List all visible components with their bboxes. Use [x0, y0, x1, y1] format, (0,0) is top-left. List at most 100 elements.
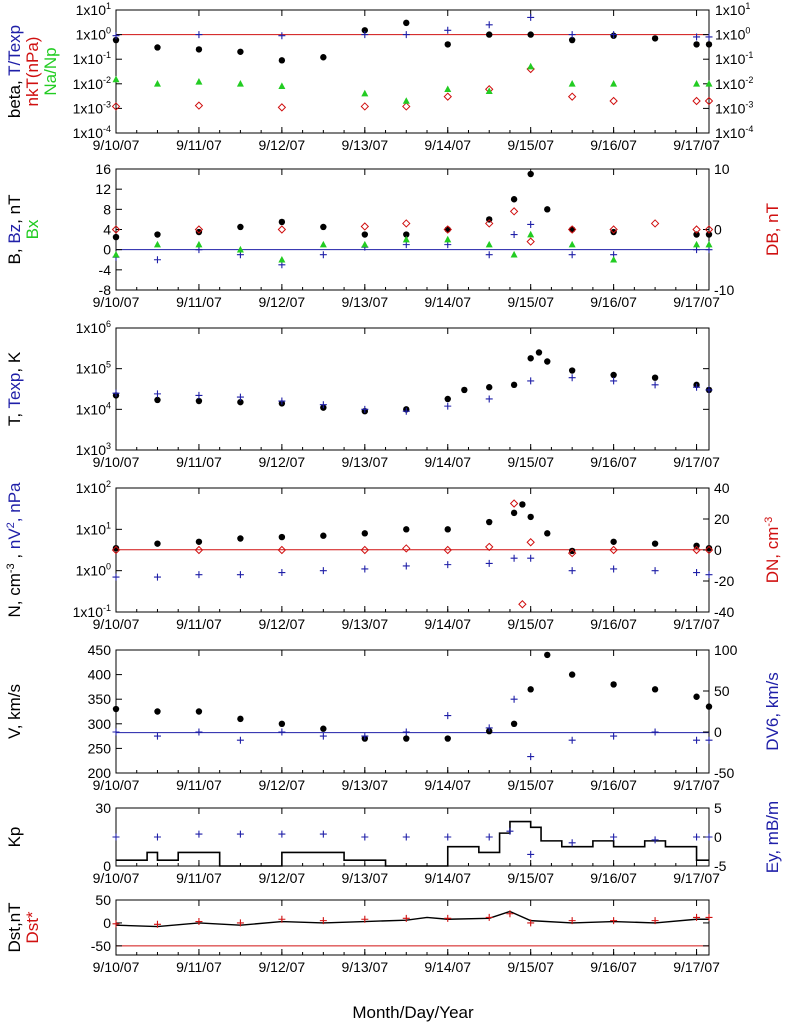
temp-series-texp-point-2 [195, 391, 203, 399]
dst-series-dst--point-12 [568, 917, 576, 925]
dens-series-nv2-point-6 [361, 565, 369, 573]
mag-series-db-point-7 [509, 207, 519, 216]
vel-series-dv6-point-14 [651, 728, 659, 736]
beta-y-tick-label-1: 1x10-3 [73, 99, 111, 116]
beta-y-tick-label-right-3: 1x10-1 [715, 50, 753, 67]
beta-y-tick-mantissa-3: 1x10 [73, 51, 104, 67]
vel-y-tick-label-1: 400 [88, 667, 112, 683]
vel-series-dv6-point-5 [319, 732, 327, 740]
dens-series-dn-point-13 [704, 545, 714, 555]
temp-y-axis-title-part-1: Texp [5, 373, 24, 409]
kp-series-ey-point-14 [651, 836, 659, 844]
dens-series-dn-point-4 [402, 544, 411, 553]
temp-series-texp-point-1 [153, 390, 161, 398]
beta-series-nkt-npa--point-1 [194, 101, 204, 110]
beta-y-tick-label-right-0: 1x10-4 [715, 124, 753, 141]
mag-y-tick-mantissa-3: 4 [103, 222, 111, 238]
kp-series-kp [116, 820, 709, 867]
dens-series-nv2-point-12 [568, 567, 576, 575]
beta-series-t-texp-point-8 [568, 31, 576, 39]
mag-y-tick-mantissa-0: 16 [95, 161, 111, 177]
beta-series-beta-point-2 [195, 46, 203, 53]
temp-x-tick-label-7: 9/17/07 [673, 454, 720, 470]
beta-x-tick-label-2: 9/12/07 [259, 137, 306, 153]
vel-y-tick-label-5: 200 [88, 765, 112, 781]
mag-series-bz-point-10 [510, 231, 518, 239]
beta-y-axis-title-2: nkT(nPa) [23, 37, 42, 107]
kp-series-ey-point-12 [568, 839, 576, 847]
dens-series-nv2-point-3 [236, 571, 244, 579]
vel-y-tick-mantissa-1: 400 [88, 667, 112, 683]
temp-series-texp-point-0 [112, 389, 120, 397]
temp-series-t-point-14 [544, 358, 551, 365]
mag-y-axis-title: B, Bz, nT [5, 195, 24, 265]
dens-y-axis-title-part-5: , nPa [5, 482, 24, 522]
mag-x-tick-label-6: 9/16/07 [590, 294, 637, 310]
kp-x-tick-label-0: 9/10/07 [93, 870, 140, 886]
mag-x-tick-label-7: 9/17/07 [673, 294, 720, 310]
beta-series-t-texp-point-0 [112, 32, 120, 40]
beta-frame [115, 9, 710, 134]
beta-series-nkt-npa--point-0 [111, 102, 121, 111]
dens-series-nv2-point-2 [195, 571, 203, 579]
dens-series-nv2-point-8 [444, 561, 452, 569]
dens-series-n-point-14 [568, 547, 576, 555]
mag-series-b-point-3 [237, 223, 244, 231]
mag-series-db-point-6 [485, 219, 494, 228]
beta-series-na-np-point-3 [236, 80, 244, 87]
beta-series-na-np-point-9 [527, 62, 535, 70]
beta-series-na-np-point-1 [153, 80, 161, 87]
vel-y2-tick-label-0: 100 [714, 642, 738, 658]
temp-series-t-point-15 [568, 367, 576, 374]
temp-y-axis-title-part-0: T, [5, 409, 24, 427]
mag-series-bx-point-15 [705, 240, 713, 248]
kp-series-ey-point-2 [195, 830, 203, 838]
mag-y-axis-title-part-0: B, [5, 244, 24, 265]
dens-series-n-point-17 [693, 542, 700, 549]
beta-series-t-texp-point-11 [705, 33, 713, 41]
vel-series-v-point-17 [705, 703, 713, 710]
dens-y2-tick-label-1: 20 [714, 511, 730, 527]
vel-y2-tick-label-3: -50 [714, 765, 734, 781]
mag-series-b-point-1 [154, 231, 161, 238]
kp-series-ey-point-1 [153, 833, 161, 841]
vel-series-dv6-point-12 [568, 736, 576, 744]
temp-x-tick-label-6: 9/16/07 [590, 454, 637, 470]
dst-series-dst [115, 910, 709, 928]
mag-series-db-point-4 [402, 219, 411, 228]
dens-y2-axis-title: DN, cm-3 [763, 517, 782, 584]
dst-x-tick-label-1: 9/11/07 [176, 959, 222, 975]
dst-x-tick-label-0: 9/10/07 [93, 959, 140, 975]
beta-series-na-np-point-5 [361, 89, 369, 97]
beta-y-tick-label-right-1: 1x10-3 [715, 99, 753, 116]
vel-series-dv6-point-0 [112, 728, 120, 736]
temp-series-t-point-2 [195, 397, 203, 405]
vel-y-tick-label-3: 300 [88, 716, 112, 732]
temp-series-t-point-13 [535, 349, 543, 356]
dens-x-tick-label-3: 9/13/07 [341, 616, 388, 632]
mag-y-axis-title-part-1: Bz [5, 224, 24, 244]
dst-series-dst--point-10 [506, 910, 514, 918]
beta-series-na-np-point-12 [693, 80, 701, 87]
kp-series-ey-point-7 [402, 833, 410, 841]
dst-series-dst--point-4 [278, 915, 286, 923]
mag-series-db [111, 207, 714, 246]
beta-series-nkt-npa--point-8 [567, 92, 577, 101]
mag-series-b-point-16 [705, 231, 713, 238]
vel-series-v-point-8 [444, 735, 451, 742]
vel-y2-tick-label-1: 50 [714, 683, 730, 699]
mag-x-tick-label-3: 9/13/07 [341, 294, 388, 310]
dst-series-dst-line [115, 910, 709, 928]
kp-series-ey-point-8 [444, 833, 452, 841]
dens-series-n-point-15 [610, 538, 617, 545]
mag-series-db-point-10 [609, 225, 618, 234]
beta-series-t-texp-point-5 [444, 26, 452, 34]
kp-x-tick-label-7: 9/17/07 [673, 870, 720, 886]
temp-y-tick-mantissa-2: 1x10 [76, 361, 107, 377]
beta-series-t-texp-point-10 [693, 33, 701, 41]
temp-y-tick-exponent-3: 6 [106, 319, 111, 329]
vel-series-v-point-12 [544, 651, 551, 659]
beta-y-axis-title-2-part-0: nkT(nPa) [23, 37, 42, 107]
mag-series-bx-point-9 [485, 240, 493, 248]
dst-y-tick-mantissa-2: -50 [91, 938, 111, 954]
